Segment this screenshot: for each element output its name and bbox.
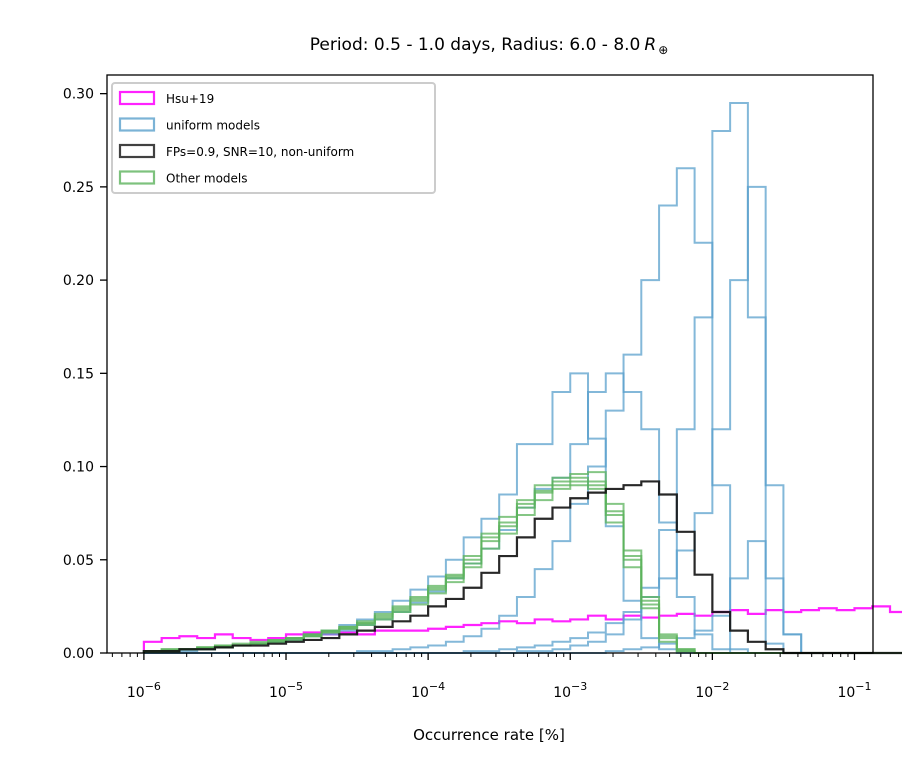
y-tick-label-1: 0.05 — [63, 553, 94, 569]
legend-label-3: Other models — [166, 172, 248, 186]
legend-label-0: Hsu+19 — [166, 92, 214, 106]
x-tick-label-3: 10−3 — [553, 680, 587, 701]
histogram-series-2 — [143, 167, 902, 654]
x-tick-label-2: 10−4 — [411, 680, 445, 701]
chart-title: Period: 0.5 - 1.0 days, Radius: 6.0 - 8.… — [310, 35, 669, 57]
legend-label-1: uniform models — [166, 119, 260, 133]
legend-swatch-3 — [118, 170, 156, 185]
histogram-series-11 — [142, 480, 902, 655]
legend-swatch-2 — [118, 143, 156, 159]
axes: 0.00 0.05 0.10 0.15 0.20 0.25 0.30 10−6 10−5 10−4… — [63, 87, 872, 701]
y-tick-label-6: 0.30 — [63, 87, 94, 103]
x-tick-label-5: 10−1 — [837, 680, 871, 701]
legend-swatch-1 — [118, 117, 156, 132]
histogram-series-7 — [142, 471, 902, 654]
y-tick-label-0: 0.00 — [63, 646, 94, 662]
x-tick-label-4: 10−2 — [695, 680, 729, 701]
chart-title-prefix: Period: 0.5 - 1.0 days, Radius: 6.0 - 8.… — [310, 35, 641, 55]
legend: Hsu+19 uniform models FPs=0.9, SNR=10, non… — [111, 82, 436, 194]
y-tick-label-4: 0.20 — [63, 273, 94, 289]
x-tick-label-0: 10−6 — [127, 680, 161, 701]
x-tick-label-1: 10−5 — [269, 680, 303, 701]
histogram-series-5 — [143, 185, 902, 654]
y-tick-label-3: 0.15 — [63, 366, 94, 382]
chart-title-subscript: ⊕ — [658, 43, 668, 57]
legend-label-2: FPs=0.9, SNR=10, non-uniform — [166, 145, 354, 159]
histogram-series-10 — [142, 476, 902, 654]
legend-swatch-0 — [118, 90, 156, 106]
histogram-series-9 — [142, 484, 902, 654]
y-tick-label-2: 0.10 — [63, 460, 94, 476]
legend-box — [111, 82, 436, 194]
x-axis-label: Occurrence rate [%] — [413, 726, 565, 744]
y-tick-label-5: 0.25 — [63, 180, 94, 196]
histogram-series-0 — [142, 605, 902, 653]
chart-title-symbol: R — [644, 35, 656, 55]
histogram-series-8 — [142, 480, 902, 654]
plot-frame — [106, 74, 874, 654]
